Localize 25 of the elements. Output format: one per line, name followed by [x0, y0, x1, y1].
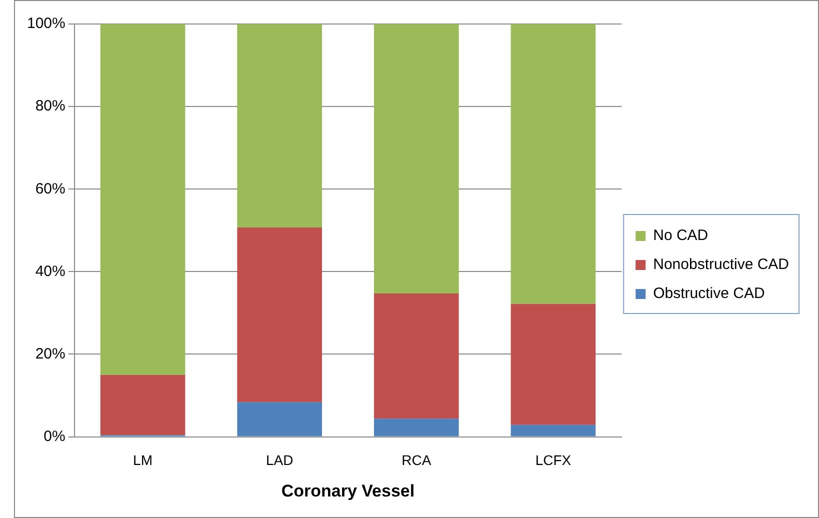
legend-label: Nonobstructive CAD — [653, 256, 790, 274]
y-tick-label: 100% — [26, 15, 66, 32]
bar — [510, 24, 596, 304]
bar — [374, 294, 459, 419]
bar — [510, 424, 596, 436]
legend-label: No CAD — [653, 227, 708, 244]
bar — [374, 24, 459, 294]
x-tick-label: RCA — [402, 452, 432, 468]
bar — [100, 24, 186, 375]
bar — [100, 374, 186, 436]
x-tick-label: LAD — [266, 452, 294, 468]
x-axis-title: Coronary Vessel — [281, 481, 415, 500]
bar — [237, 228, 322, 402]
legend-label: Obstructive CAD — [653, 285, 765, 302]
y-tick-label: 60% — [35, 180, 66, 198]
bar — [510, 304, 596, 425]
x-tick-label: LCFX — [535, 452, 572, 468]
bar — [374, 418, 459, 436]
bar — [237, 402, 322, 436]
x-tick-label: LM — [133, 452, 152, 468]
y-tick-label: 0% — [44, 428, 66, 445]
y-tick-label: 20% — [35, 345, 66, 362]
y-tick-label: 80% — [35, 98, 66, 115]
bar — [237, 24, 322, 228]
y-tick-label: 40% — [35, 262, 66, 280]
